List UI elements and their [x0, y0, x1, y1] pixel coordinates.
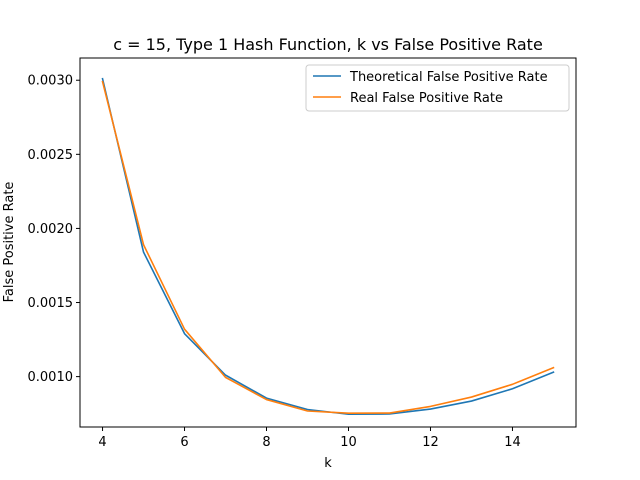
y-tick-label: 0.0030 — [28, 74, 74, 89]
x-axis: 4 6 8 10 12 14 — [98, 427, 521, 450]
axes-frame — [79, 57, 577, 428]
y-tick-label: 0.0010 — [28, 370, 74, 385]
series-line-theoretical — [101, 77, 555, 416]
x-tick-label: 6 — [180, 435, 188, 450]
y-axis-label: False Positive Rate — [2, 182, 17, 303]
y-tick-label: 0.0025 — [28, 148, 74, 163]
x-tick-label: 10 — [340, 435, 357, 450]
series-line-real — [101, 80, 555, 415]
y-tick-label: 0.0020 — [28, 222, 74, 237]
legend: Theoretical False Positive Rate Real Fal… — [305, 64, 570, 112]
legend-box — [305, 64, 570, 112]
legend-label-theoretical: Theoretical False Positive Rate — [349, 70, 548, 85]
x-axis-label: k — [324, 456, 332, 471]
chart-title: c = 15, Type 1 Hash Function, k vs False… — [113, 35, 543, 54]
plot-area — [101, 77, 555, 416]
x-tick-label: 4 — [98, 435, 106, 450]
x-tick-label: 14 — [504, 435, 521, 450]
x-tick-label: 12 — [422, 435, 439, 450]
y-tick-label: 0.0015 — [28, 296, 74, 311]
y-axis: 0.0010 0.0015 0.0020 0.0025 0.0030 — [28, 74, 80, 385]
x-tick-label: 8 — [262, 435, 270, 450]
legend-label-real: Real False Positive Rate — [350, 91, 503, 106]
